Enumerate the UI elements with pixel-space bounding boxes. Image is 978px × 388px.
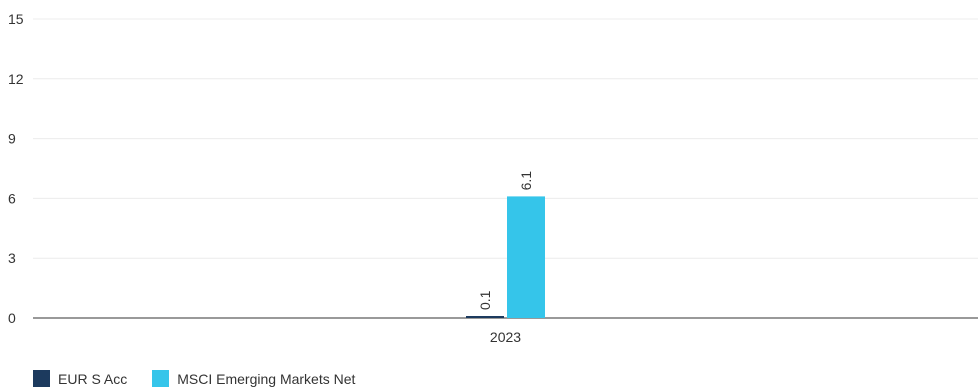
legend-item-fund[interactable]: EUR S Acc (33, 370, 127, 387)
grid-lines (33, 18, 978, 319)
y-tick-label: 12 (8, 71, 24, 87)
data-labels: 0.1 6.1 (477, 171, 534, 310)
bar-chart: 0 3 6 9 12 15 0.1 6.1 2023 (8, 11, 978, 345)
data-label: 0.1 (477, 290, 493, 310)
x-axis-ticks: 2023 (490, 329, 521, 345)
legend-label-benchmark: MSCI Emerging Markets Net (177, 370, 356, 387)
bars (466, 196, 545, 318)
bar-benchmark[interactable] (507, 196, 545, 318)
x-tick-label: 2023 (490, 329, 521, 345)
y-tick-label: 0 (8, 310, 16, 326)
y-tick-label: 15 (8, 11, 24, 27)
bar-fund[interactable] (466, 316, 504, 318)
y-axis-ticks: 0 3 6 9 12 15 (8, 11, 24, 326)
y-tick-label: 3 (8, 250, 16, 266)
y-tick-label: 6 (8, 190, 16, 206)
legend-label-fund: EUR S Acc (58, 370, 128, 387)
data-label: 6.1 (518, 171, 534, 191)
legend-swatch-benchmark (152, 370, 170, 387)
legend-item-benchmark[interactable]: MSCI Emerging Markets Net (152, 370, 355, 387)
y-tick-label: 9 (8, 131, 16, 147)
legend: EUR S Acc MSCI Emerging Markets Net (33, 370, 380, 387)
legend-swatch-fund (33, 370, 50, 387)
